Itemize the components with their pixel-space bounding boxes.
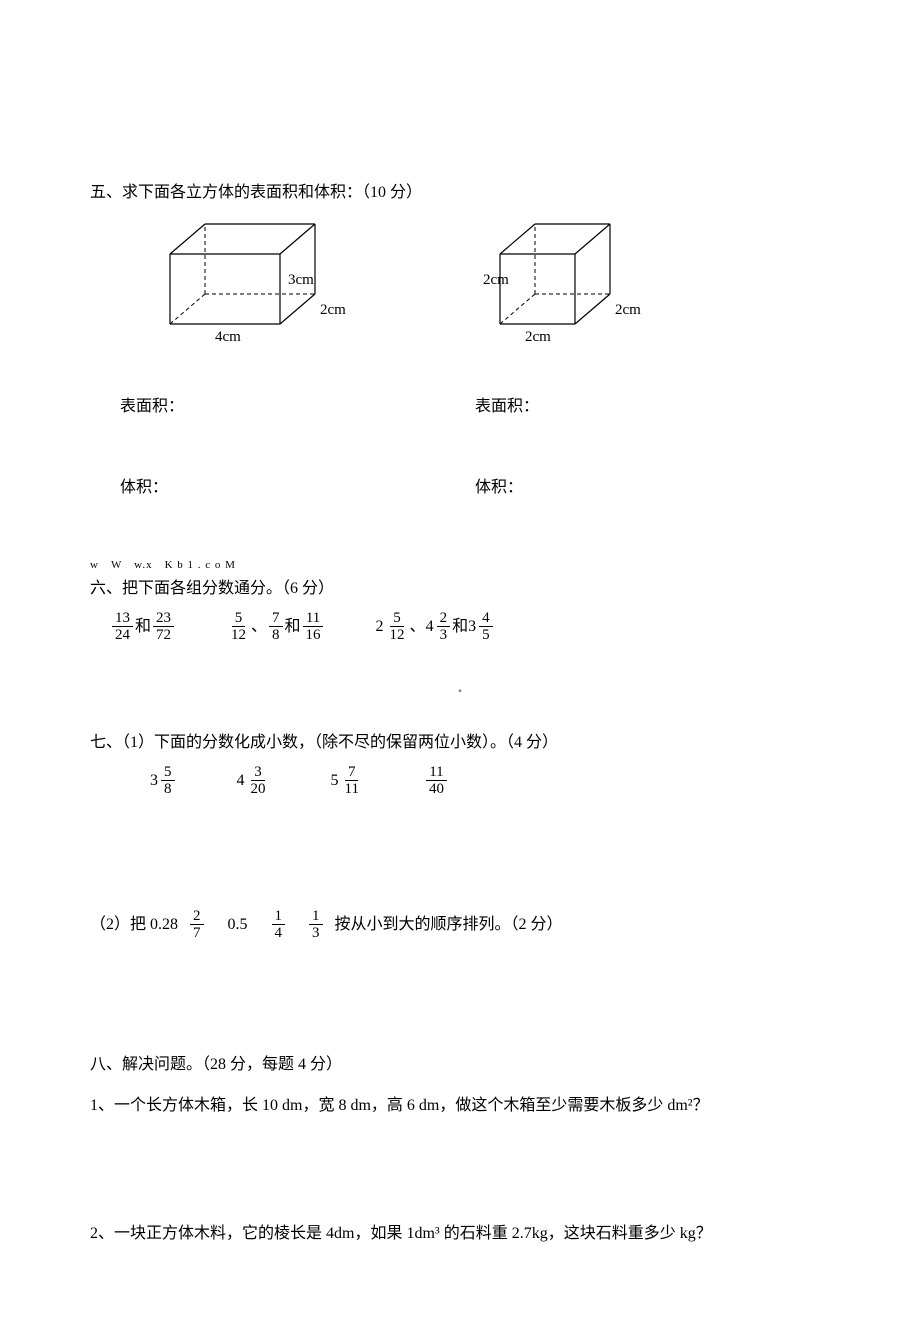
cube-svg: 2cm 2cm 2cm — [480, 214, 670, 344]
cuboid-volume-label: 体积： — [120, 475, 475, 501]
q7-2-frac-2: 14 — [272, 908, 286, 942]
cube-left-label: 2cm — [483, 272, 509, 288]
section-7-part1: 358 4320 5711 1140 — [150, 764, 830, 798]
cuboid-surface-label: 表面积： — [120, 394, 475, 420]
q7-frac-2: 4320 — [237, 764, 271, 798]
frac-group-3: 2512 、 423 和 345 — [376, 610, 495, 644]
center-marker: ▪ — [90, 684, 830, 700]
section-5-title: 五、求下面各立方体的表面积和体积：（10 分） — [90, 180, 830, 206]
frac-group-2: 512 、 78 和 1116 — [226, 610, 326, 644]
q7-2-prefix: （2）把 0.28 — [90, 912, 178, 938]
cuboid-width-label: 4cm — [215, 329, 241, 344]
section-6-fractions: 1324 和 2372 512 、 78 和 1116 2512 、 423 和… — [110, 610, 830, 644]
cuboid-svg: 3cm 2cm 4cm — [150, 214, 360, 344]
section-8-q2: 2、一块正方体木料，它的棱长是 4dm，如果 1dm³ 的石料重 2.7kg，这… — [90, 1221, 830, 1247]
cube-surface-label: 表面积： — [475, 394, 830, 420]
section-8-title: 八、解决问题。（28 分，每题 4 分） — [90, 1052, 830, 1078]
cube-volume-label: 体积： — [475, 475, 830, 501]
cuboid-height-label: 3cm — [288, 272, 314, 288]
section-6-title: 六、把下面各组分数通分。（6 分） — [90, 576, 830, 602]
q7-frac-3: 5711 — [331, 764, 364, 798]
section-8-q1: 1、一个长方体木箱，长 10 dm，宽 8 dm，高 6 dm，做这个木箱至少需… — [90, 1093, 830, 1119]
q7-2-frac-3: 13 — [309, 908, 323, 942]
q7-2-suffix: 按从小到大的顺序排列。（2 分） — [335, 912, 563, 938]
cuboid-diagram: 3cm 2cm 4cm — [150, 214, 360, 344]
q7-frac-1: 358 — [150, 764, 177, 798]
section-7-part2: （2）把 0.28 27 0.5 14 13 按从小到大的顺序排列。（2 分） — [90, 908, 563, 942]
cube-bottom-label: 2cm — [525, 329, 551, 344]
cube-right-label: 2cm — [615, 302, 641, 318]
section-7-title: 七、（1）下面的分数化成小数，（除不尽的保留两位小数）。（4 分） — [90, 730, 830, 756]
cube-diagram: 2cm 2cm 2cm — [480, 214, 670, 344]
watermark-text: w W w.x K b 1 . c o M — [90, 557, 830, 575]
frac-group-1: 1324 和 2372 — [110, 610, 176, 644]
cuboid-depth-label: 2cm — [320, 302, 346, 318]
q7-frac-4: 1140 — [426, 764, 447, 798]
q7-2-decimal: 0.5 — [228, 912, 248, 938]
diagrams-row: 3cm 2cm 4cm — [150, 214, 830, 344]
q7-2-frac-1: 27 — [190, 908, 204, 942]
